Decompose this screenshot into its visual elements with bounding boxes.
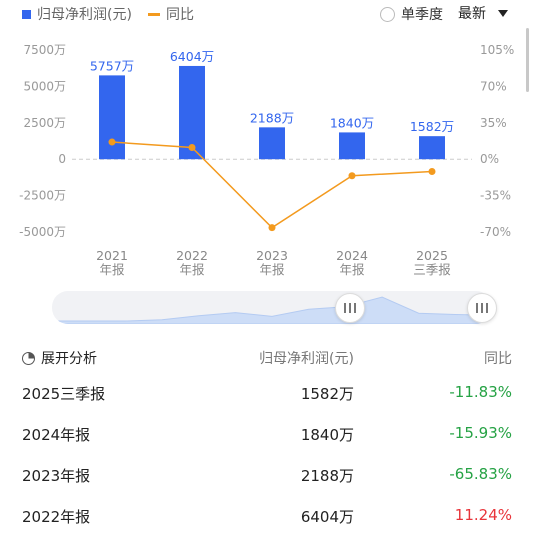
chart-legend: 归母净利润(元) 同比 单季度 最新 [0,0,534,26]
x-axis-tick-label: 年报 [339,262,365,277]
profit-chart: 7500万 5000万 2500万 0 -2500万 -5000万 105% 70% 35% 0%… [19,43,514,277]
x-axis-tick-label: 2021 [96,248,128,263]
slider-preview-area [52,296,492,324]
left-axis-tick-label: 7500万 [23,43,66,57]
left-axis-tick-label: -5000万 [19,225,66,239]
table-body: 2025三季报 1582万 -11.83% 2024年报 1840万 -15.93% 202… [0,376,534,540]
bar-value-label: 1840万 [330,115,374,130]
yoy-point[interactable] [188,144,196,152]
left-axis-tick-label: 2500万 [23,116,66,130]
yoy-point[interactable] [348,172,356,180]
table-row[interactable]: 2024年报 1840万 -15.93% [0,417,534,458]
pie-chart-icon [22,352,35,365]
profit-bar[interactable] [259,127,285,160]
row-period: 2024年报 [22,426,91,444]
right-axis-tick-label: 35% [480,116,507,130]
caret-down-icon [498,9,508,17]
x-axis-tick-label: 2022 [176,248,208,263]
profit-bar[interactable] [179,65,205,160]
expand-analysis-button[interactable]: 展开分析 [22,348,97,368]
grip-icon [344,303,356,313]
header-metric: 归母净利润(元) [259,351,354,367]
row-period: 2023年报 [22,467,91,485]
x-axis-tick-label: 年报 [179,262,205,277]
scrollbar[interactable] [526,28,529,92]
legend-bar-label: 归母净利润(元) [37,7,132,23]
row-yoy: -65.83% [449,465,512,483]
left-axis-tick-label: -2500万 [19,189,66,203]
bar-value-label: 6404万 [170,49,214,64]
bar-value-label: 1582万 [410,119,454,134]
table-row[interactable]: 2025三季报 1582万 -11.83% [0,376,534,417]
x-axis-tick-label: 2024 [336,248,368,263]
yoy-point[interactable] [268,224,276,232]
row-yoy: -11.83% [449,383,512,401]
right-axis-tick-label: -35% [480,189,511,203]
x-axis-tick-label: 2025 [416,248,448,263]
profit-bar[interactable] [99,75,125,160]
single-quarter-label: 单季度 [401,7,443,23]
profit-bar[interactable] [419,136,445,160]
bar-value-label: 5757万 [90,58,134,73]
x-axis-tick-label: 三季报 [413,262,451,277]
legend-yoy[interactable]: 同比 [148,4,194,24]
left-axis-tick-label: 5000万 [23,79,66,93]
legend-line-swatch [148,12,160,16]
radio-icon [380,6,395,22]
profit-table: 展开分析 归母净利润(元) 同比 2025三季报 1582万 -11.83% 2024… [0,340,534,540]
row-yoy: 11.24% [454,506,512,524]
sort-dropdown[interactable]: 最新 [458,3,508,23]
bar-value-label: 2188万 [250,110,294,125]
row-yoy: -15.93% [449,424,512,442]
row-value: 1582万 [300,385,354,403]
legend-line-label: 同比 [166,7,194,23]
right-axis-tick-label: -70% [480,225,511,239]
row-value: 2188万 [300,467,354,485]
right-axis-tick-label: 105% [480,43,514,57]
header-yoy: 同比 [484,351,512,367]
left-axis-tick-label: 0 [58,152,66,166]
row-value: 6404万 [300,508,354,526]
expand-analysis-label: 展开分析 [41,351,97,367]
table-row[interactable]: 2022年报 6404万 11.24% [0,499,534,540]
yoy-point[interactable] [428,168,436,176]
slider-preview [52,296,492,324]
range-slider-track[interactable] [52,291,492,324]
x-axis-tick-label: 年报 [259,262,285,277]
range-handle-left[interactable] [335,293,365,323]
grip-icon [476,303,488,313]
legend-net-profit[interactable]: 归母净利润(元) [22,4,132,24]
x-axis-tick-label: 年报 [99,262,125,277]
yoy-point[interactable] [108,138,116,146]
profit-bar[interactable] [339,132,365,160]
x-axis-tick-label: 2023 [256,248,288,263]
row-value: 1840万 [300,426,354,444]
range-handle-right[interactable] [467,293,497,323]
table-row[interactable]: 2023年报 2188万 -65.83% [0,458,534,499]
single-quarter-toggle[interactable]: 单季度 [380,4,443,24]
right-axis-tick-label: 0% [480,152,499,166]
row-period: 2022年报 [22,508,91,526]
right-axis-tick-label: 70% [480,79,507,93]
row-period: 2025三季报 [22,385,106,403]
sort-label: 最新 [458,6,486,22]
legend-bar-swatch [22,9,31,19]
table-header: 展开分析 归母净利润(元) 同比 [0,340,534,376]
